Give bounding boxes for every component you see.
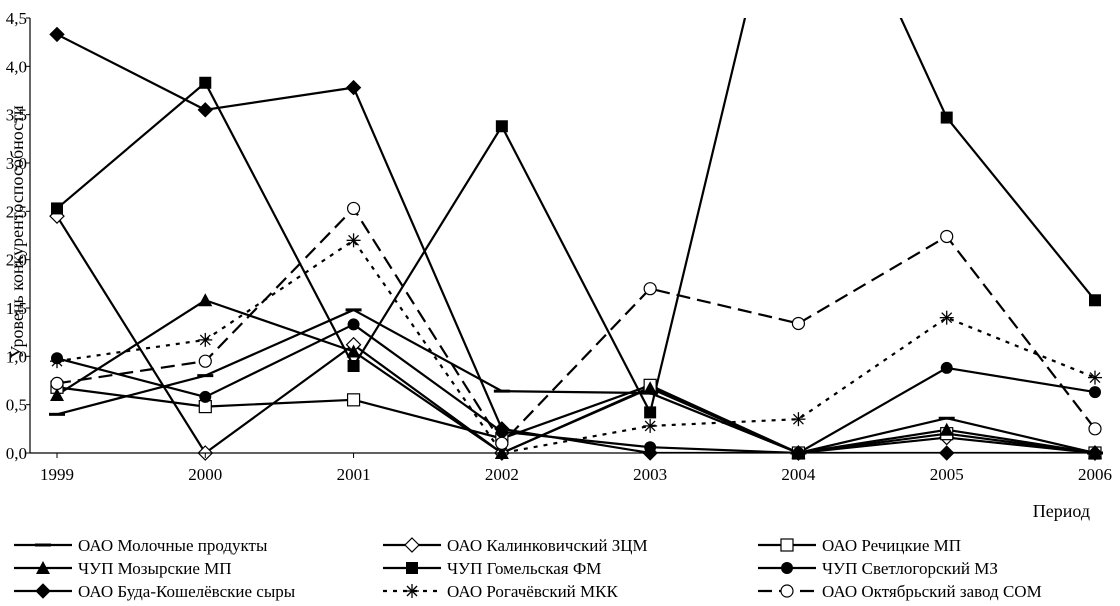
data-point bbox=[346, 344, 361, 358]
y-tick-label: 4,0 bbox=[6, 57, 27, 76]
x-tick-label: 1999 bbox=[40, 465, 74, 484]
data-point bbox=[346, 393, 361, 407]
data-point bbox=[49, 26, 65, 43]
x-tick-label: 2004 bbox=[781, 465, 816, 484]
legend-marker bbox=[406, 562, 418, 574]
legend-item: ЧУП Мозырские МП bbox=[14, 559, 232, 578]
data-point bbox=[940, 361, 953, 374]
x-tick-label: 2001 bbox=[337, 465, 371, 484]
y-tick-label: 2,5 bbox=[6, 202, 27, 221]
data-point bbox=[198, 332, 213, 347]
legend-item: ОАО Речицкие МП bbox=[758, 536, 961, 555]
data-point bbox=[643, 282, 657, 296]
legend-label: ОАО Октябрьский завод СОМ bbox=[822, 582, 1042, 601]
series-line-8 bbox=[56, 207, 1096, 445]
series-line-2 bbox=[56, 384, 1096, 453]
legend-marker bbox=[35, 583, 51, 599]
series-line-3 bbox=[56, 299, 1096, 453]
legend-item: ОАО Октябрьский завод СОМ bbox=[758, 582, 1042, 601]
data-point bbox=[346, 233, 361, 248]
data-point bbox=[50, 354, 64, 369]
data-point bbox=[199, 390, 212, 403]
legend-marker bbox=[404, 537, 420, 553]
legend-item: ЧУП Светлогорский МЗ bbox=[758, 559, 998, 578]
legend-item: ОАО Калинковичский ЗЦМ bbox=[383, 536, 648, 555]
data-point bbox=[1088, 422, 1102, 436]
y-tick-label: 3,5 bbox=[6, 106, 27, 125]
legend-marker bbox=[780, 538, 794, 552]
data-point bbox=[940, 229, 954, 244]
legend-label: ЧУП Мозырские МП bbox=[78, 559, 232, 578]
series-line-4 bbox=[56, 18, 1096, 414]
data-point bbox=[494, 421, 510, 437]
data-point bbox=[346, 201, 361, 216]
y-tick-label: 0,5 bbox=[6, 396, 27, 415]
y-tick-label: 1,5 bbox=[6, 299, 27, 318]
legend-label: ОАО Речицкие МП bbox=[822, 536, 961, 555]
legend-marker bbox=[36, 561, 50, 574]
legend-label: ОАО Молочные продукты bbox=[78, 536, 268, 555]
y-tick-label: 3,0 bbox=[6, 154, 27, 173]
data-point bbox=[643, 381, 658, 395]
legend-item: ОАО Буда-Кошелёвские сыры bbox=[14, 582, 296, 601]
data-point bbox=[345, 79, 362, 96]
data-point bbox=[1089, 386, 1101, 399]
data-point bbox=[197, 102, 213, 118]
legend-label: ОАО Калинковичский ЗЦМ bbox=[447, 536, 648, 555]
y-tick-label: 0,0 bbox=[6, 444, 27, 463]
data-point bbox=[495, 120, 508, 133]
x-tick-label: 2005 bbox=[930, 465, 964, 484]
legend-label: ЧУП Гомельская ФМ bbox=[447, 559, 601, 578]
y-tick-label: 2,0 bbox=[6, 251, 27, 270]
data-point bbox=[198, 293, 213, 307]
data-point bbox=[644, 406, 657, 419]
data-point bbox=[347, 318, 360, 331]
series-line-0 bbox=[56, 308, 1096, 453]
x-tick-label: 2002 bbox=[485, 465, 519, 484]
data-point bbox=[1088, 370, 1102, 385]
legend-marker bbox=[405, 584, 419, 598]
data-point bbox=[50, 376, 64, 390]
data-point bbox=[495, 436, 509, 450]
legend-marker bbox=[781, 562, 793, 574]
legend-item: ОАО Молочные продукты bbox=[14, 536, 268, 555]
data-point bbox=[939, 310, 954, 325]
x-tick-label: 2000 bbox=[188, 465, 222, 484]
legend-label: ОАО Буда-Кошелёвские сыры bbox=[78, 582, 296, 601]
legend-item: ЧУП Гомельская ФМ bbox=[383, 559, 601, 578]
legend-marker bbox=[780, 584, 794, 598]
data-point bbox=[940, 111, 953, 124]
y-tick-label: 4,5 bbox=[6, 9, 27, 28]
series-line-7 bbox=[56, 239, 1096, 453]
series-line-6 bbox=[56, 33, 1095, 453]
y-tick-label: 1,0 bbox=[6, 347, 27, 366]
data-point bbox=[198, 354, 212, 368]
x-tick-label: 2003 bbox=[633, 465, 667, 484]
data-point bbox=[51, 202, 63, 215]
data-point bbox=[939, 422, 954, 436]
data-point bbox=[50, 388, 64, 401]
legend-label: ЧУП Светлогорский МЗ bbox=[822, 559, 998, 578]
data-point bbox=[791, 412, 806, 427]
y-axis-label: Уровень конкурентоспособности bbox=[7, 105, 27, 359]
x-tick-label: 2006 bbox=[1078, 465, 1112, 484]
legend-item: ОАО Рогачёвский МКК bbox=[383, 582, 618, 601]
legend: ОАО Молочные продукты ОАО Калинковичский … bbox=[14, 536, 1042, 601]
data-point bbox=[791, 316, 806, 331]
x-axis-label: Период bbox=[1033, 501, 1090, 521]
legend-label: ОАО Рогачёвский МКК bbox=[447, 582, 618, 601]
data-point bbox=[199, 76, 212, 89]
data-point bbox=[1089, 294, 1101, 307]
data-point bbox=[643, 418, 658, 433]
data-point bbox=[347, 360, 360, 372]
